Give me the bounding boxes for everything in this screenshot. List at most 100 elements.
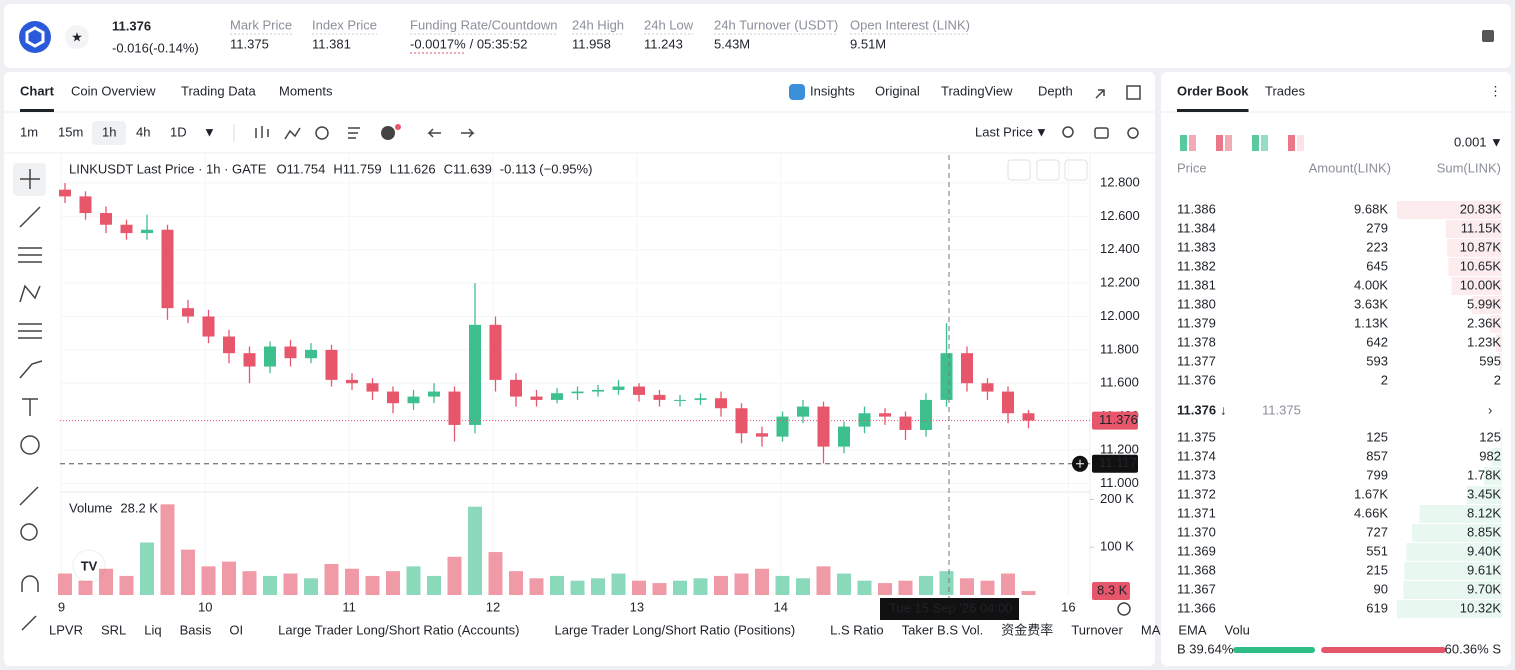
tab[interactable]: Coin Overview (71, 83, 156, 98)
menu-icon[interactable] (1482, 30, 1494, 42)
indicator[interactable]: Large Trader Long/Short Ratio (Accounts) (278, 622, 519, 637)
scroll-button[interactable] (1007, 159, 1031, 181)
tab[interactable]: Trading Data (181, 83, 256, 98)
fib-tool[interactable] (18, 323, 42, 339)
crosshair-tag-text: 11.117 (1099, 455, 1137, 470)
indicator[interactable]: 资金费率 (1001, 622, 1053, 637)
interval[interactable]: 1h (102, 124, 116, 139)
view-option[interactable]: Depth (1038, 83, 1073, 98)
ob-price[interactable]: 11.366 (1177, 600, 1216, 615)
interval[interactable]: 4h (136, 124, 150, 139)
add-icon[interactable] (381, 126, 395, 140)
layout-icon[interactable] (1180, 135, 1187, 151)
zoom-tool[interactable] (20, 523, 38, 541)
layout-icon[interactable] (1225, 135, 1232, 151)
fullscreen-button[interactable] (1064, 159, 1088, 181)
pencil-tool[interactable] (21, 615, 37, 631)
interval[interactable]: 1D (170, 124, 187, 139)
ob-price[interactable]: 11.375 (1177, 429, 1216, 444)
view-option[interactable]: TradingView (941, 83, 1013, 98)
indicator[interactable]: Volu (1225, 622, 1250, 637)
interval[interactable]: 1m (20, 124, 38, 139)
indicator[interactable]: Large Trader Long/Short Ratio (Positions… (555, 622, 796, 637)
indicator[interactable]: Taker B.S Vol. (902, 622, 984, 637)
emoji-tool[interactable] (20, 435, 40, 455)
favorite-button[interactable] (65, 25, 89, 49)
indicator[interactable]: OI (229, 622, 243, 637)
layout-icon[interactable] (1189, 135, 1196, 151)
indicator-icon[interactable] (284, 127, 301, 140)
ob-price[interactable]: 11.369 (1177, 543, 1216, 558)
indicator[interactable]: L.S Ratio (830, 622, 883, 637)
interval-dropdown[interactable]: ▼ (203, 124, 216, 139)
indicator[interactable]: Liq (144, 622, 161, 637)
undo-icon[interactable] (427, 128, 441, 138)
depth-bar (1500, 429, 1502, 447)
collapse-button[interactable] (1036, 159, 1060, 181)
measure-tool[interactable] (19, 486, 39, 506)
line-tool[interactable] (19, 206, 41, 228)
text-tool[interactable] (22, 398, 38, 416)
redo-icon[interactable] (461, 128, 475, 138)
magnet-tool[interactable] (21, 575, 39, 592)
interval[interactable]: 15m (58, 124, 83, 139)
view-option[interactable]: Insights (810, 83, 855, 98)
expand-icon[interactable] (1095, 89, 1105, 99)
candle-body (715, 398, 727, 409)
ob-price[interactable]: 11.370 (1177, 524, 1216, 539)
layout-icon[interactable] (1288, 135, 1295, 151)
indicator[interactable]: LPVR (49, 622, 83, 637)
tab[interactable]: Chart (20, 83, 55, 98)
search-icon[interactable] (1062, 126, 1074, 138)
ob-price[interactable]: 11.378 (1177, 334, 1216, 349)
ob-price[interactable]: 11.371 (1177, 505, 1216, 520)
ob-price[interactable]: 11.382 (1177, 258, 1216, 273)
indicator[interactable]: MA (1141, 622, 1161, 637)
ob-price[interactable]: 11.386 (1177, 201, 1216, 216)
indicator[interactable]: Turnover (1071, 622, 1123, 637)
layout-icon[interactable] (1216, 135, 1223, 151)
indicator[interactable]: Basis (180, 622, 212, 637)
ob-price[interactable]: 11.383 (1177, 239, 1216, 254)
layout-icon[interactable] (1261, 135, 1268, 151)
candle-body (838, 426, 850, 447)
stat-label: Open Interest (LINK) (850, 17, 970, 32)
price-type[interactable]: Last Price (975, 124, 1033, 139)
chevron[interactable]: › (1488, 402, 1492, 417)
template-icon[interactable] (348, 127, 360, 139)
volume-bar (324, 563, 339, 595)
layout-icon[interactable] (1252, 135, 1259, 151)
date-tooltip (880, 598, 1019, 620)
indicator[interactable]: SRL (101, 622, 126, 637)
layout-icon[interactable] (1297, 135, 1304, 151)
ob-tab[interactable]: Trades (1265, 83, 1305, 98)
channel-tool[interactable] (18, 247, 42, 263)
ob-price[interactable]: 11.368 (1177, 562, 1216, 577)
candle-icon[interactable] (255, 126, 269, 138)
brush-tool[interactable] (19, 360, 43, 379)
ob-price[interactable]: 11.384 (1177, 220, 1216, 235)
stat-label: 24h Low (644, 17, 694, 32)
ob-price[interactable]: 11.374 (1177, 448, 1216, 463)
ob-price[interactable]: 11.376 (1177, 372, 1216, 387)
ob-tab[interactable]: Order Book (1177, 83, 1249, 98)
crosshair-tool[interactable] (20, 169, 40, 189)
ob-price[interactable]: 11.372 (1177, 486, 1216, 501)
ob-price[interactable]: 11.373 (1177, 467, 1216, 482)
window-icon[interactable] (1126, 85, 1141, 100)
ob-price[interactable]: 11.380 (1177, 296, 1216, 311)
ob-price[interactable]: 11.381 (1177, 277, 1216, 292)
precision[interactable]: 0.001 (1454, 134, 1487, 149)
indicator[interactable]: EMA (1178, 622, 1207, 637)
axis-settings[interactable] (1117, 602, 1131, 616)
kebab[interactable]: ⋮ (1489, 83, 1502, 98)
ob-price[interactable]: 11.379 (1177, 315, 1216, 330)
ob-price[interactable]: 11.367 (1177, 581, 1216, 596)
tab[interactable]: Moments (279, 83, 333, 98)
settings-icon[interactable] (1127, 127, 1139, 139)
replay-icon[interactable] (315, 126, 329, 140)
ob-price[interactable]: 11.377 (1177, 353, 1216, 368)
pattern-tool[interactable] (19, 284, 41, 303)
view-option[interactable]: Original (875, 83, 920, 98)
camera-icon[interactable] (1094, 127, 1109, 139)
